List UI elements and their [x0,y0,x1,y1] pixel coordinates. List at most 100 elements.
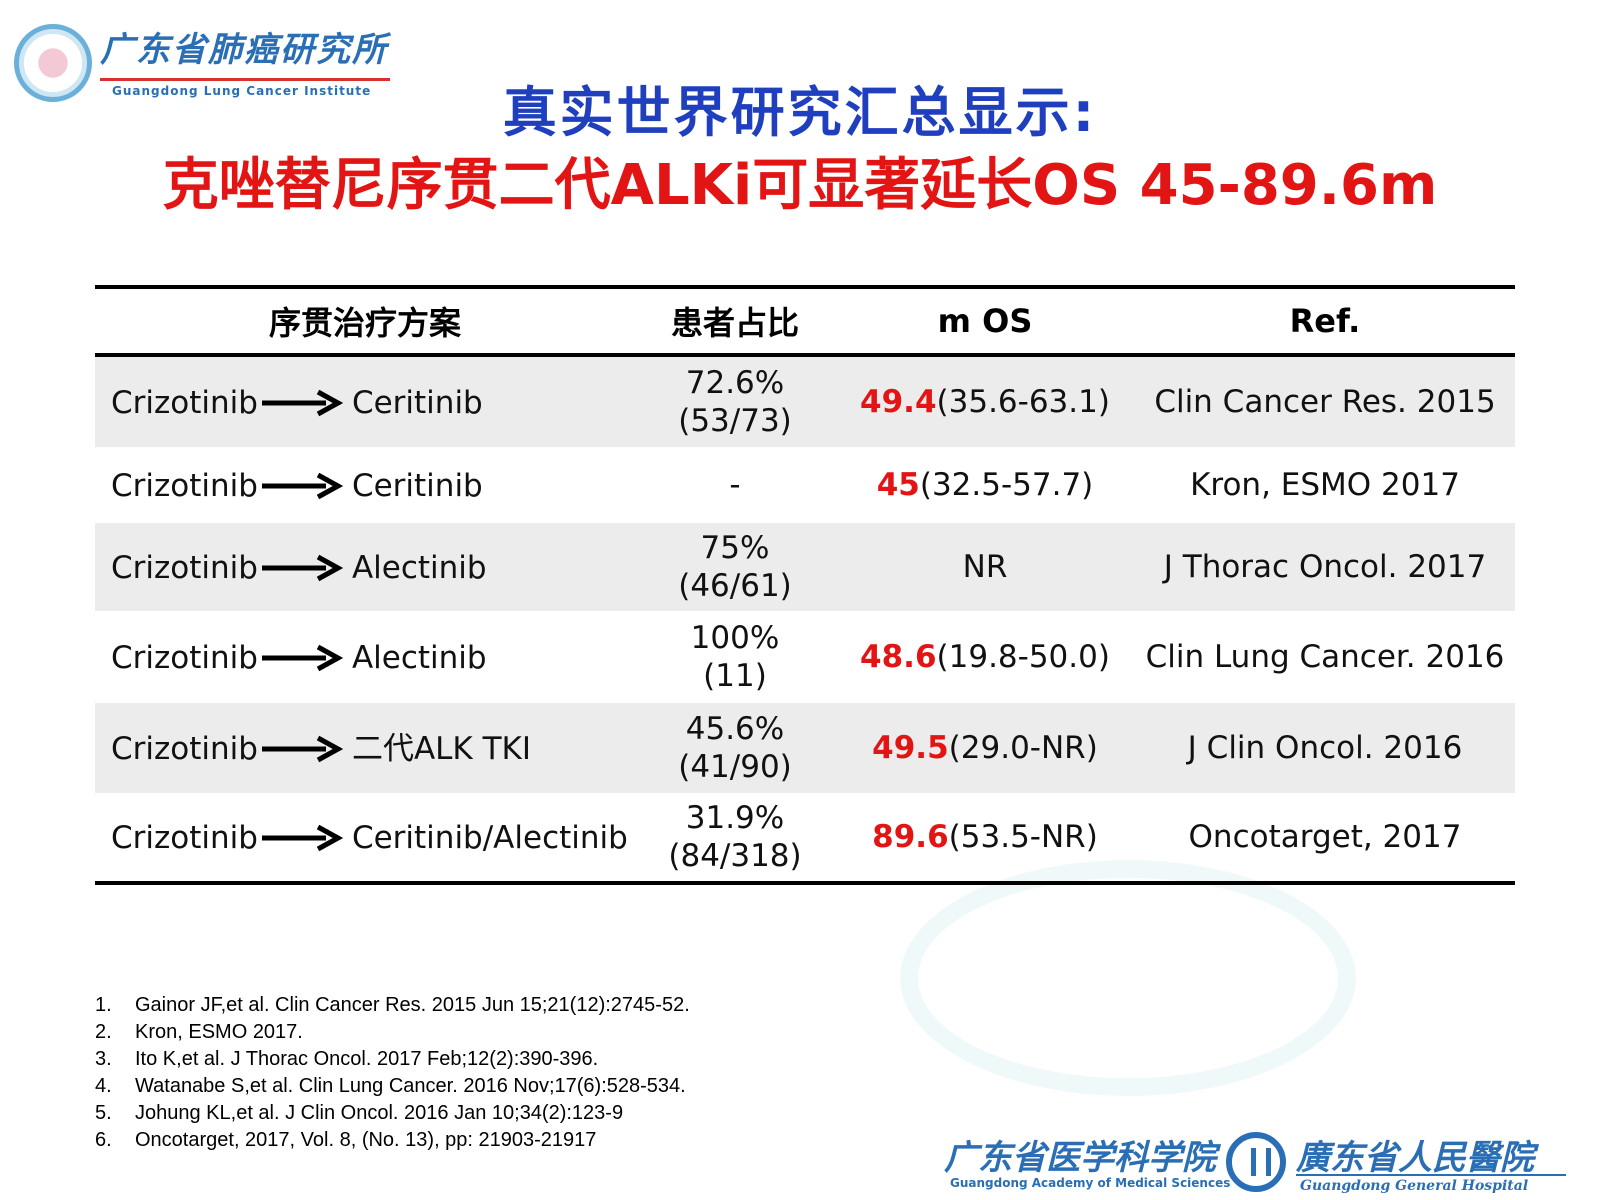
column-header-ratio: 患者占比 [635,285,835,357]
ratio-percent: 75% [700,530,770,566]
mos-cell: 89.6(53.5-NR) [835,793,1135,885]
column-header-regimen: 序贯治疗方案 [95,285,635,357]
ratio-count: (46/61) [678,568,792,604]
ratio-percent: 31.9% [685,800,785,836]
regimen-cell: Crizotinib Ceritinib [95,355,635,447]
second-line-drug: Alectinib [351,549,487,586]
table-row: Crizotinib Ceritinib 72.6% (53/73) 49.4(35… [95,355,1515,447]
regimen-cell: Crizotinib 二代ALK TKI [95,703,635,793]
arrow-right-icon [261,644,344,671]
ref-cell: Oncotarget, 2017 [1135,793,1515,885]
slide-title-line2: 克唑替尼序贯二代ALKi可显著延长OS 45-89.6m [162,153,1438,218]
mos-ci: (19.8-50.0) [936,639,1110,675]
table-header-row: 序贯治疗方案 患者占比 m OS Ref. [95,285,1515,357]
reference-text: Kron, ESMO 2017. [135,1021,303,1043]
reference-text: Johung KL,et al. J Clin Oncol. 2016 Jan … [135,1102,624,1124]
hospital-emblem-icon [1226,1132,1286,1192]
ref-cell: J Clin Oncol. 2016 [1187,730,1463,766]
ratio-cell: 45.6% (41/90) [635,703,835,793]
background-watermark [900,860,1356,1096]
arrow-right-icon [261,472,344,499]
ratio-percent: 45.6% [685,711,785,747]
reference-list: 1. Gainor JF,et al. Clin Cancer Res. 2015… [95,992,690,1154]
mos-ci: (29.0-NR) [948,730,1098,766]
reference-number: 6. [95,1129,112,1151]
mos-cell: 49.5(29.0-NR) [835,703,1135,793]
mos-cell: 45(32.5-57.7) [835,447,1135,523]
ref-cell: Clin Cancer Res. 2015 [1154,384,1496,420]
reference-text: Oncotarget, 2017, Vol. 8, (No. 13), pp: … [135,1129,597,1151]
institute-name-en: Guangdong Lung Cancer Institute [112,84,372,98]
first-line-drug: Crizotinib [111,467,258,504]
arrow-right-icon [261,735,344,762]
column-header-mos: m OS [835,285,1135,357]
reference-item: 4. Watanabe S,et al. Clin Lung Cancer. 20… [95,1073,690,1100]
ratio-percent: - [729,467,741,503]
ratio-cell: 100% (11) [635,611,835,703]
reference-item: 1. Gainor JF,et al. Clin Cancer Res. 2015… [95,992,690,1019]
mos-ci: (53.5-NR) [948,819,1098,855]
reference-item: 5. Johung KL,et al. J Clin Oncol. 2016 Ja… [95,1100,690,1127]
mos-value: 49.4 [860,384,937,420]
second-line-drug: 二代ALK TKI [351,730,532,767]
table-row: Crizotinib Ceritinib - 45(32.5-57.7) Kron… [95,447,1515,523]
mos-cell: 49.4(35.6-63.1) [835,355,1135,447]
table-row: Crizotinib 二代ALK TKI 45.6% (41/90) 49.5(29… [95,703,1515,793]
mos-value: 49.5 [872,730,949,766]
ratio-count: (41/90) [678,749,792,785]
second-line-drug: Ceritinib [351,384,483,421]
first-line-drug: Crizotinib [111,384,258,421]
hospital-name-cn: 廣东省人民醫院 [1296,1138,1534,1178]
ratio-percent: 72.6% [685,365,785,401]
ratio-count: (84/318) [668,838,802,874]
second-line-drug: Ceritinib/Alectinib [351,819,628,856]
mos-cell: NR [835,523,1135,611]
reference-item: 2. Kron, ESMO 2017. [95,1019,690,1046]
column-header-ref: Ref. [1135,285,1515,357]
mos-ci: (35.6-63.1) [936,384,1110,420]
results-table: 序贯治疗方案 患者占比 m OS Ref. Crizotinib Ceritini… [95,285,1515,885]
reference-number: 1. [95,994,112,1016]
mos-cell: 48.6(19.8-50.0) [835,611,1135,703]
mos-value: 48.6 [860,639,937,675]
institute-name-cn: 广东省肺癌研究所 [100,30,388,70]
ref-cell: J Thorac Oncol. 2017 [1163,549,1487,585]
ratio-cell: 75% (46/61) [635,523,835,611]
ref-cell: Kron, ESMO 2017 [1190,467,1460,503]
reference-text: Gainor JF,et al. Clin Cancer Res. 2015 J… [135,994,690,1016]
second-line-drug: Alectinib [351,639,487,676]
reference-number: 3. [95,1048,112,1070]
second-line-drug: Ceritinib [351,467,483,504]
table-row: Crizotinib Alectinib 100% (11) 48.6(19.8-5… [95,611,1515,703]
first-line-drug: Crizotinib [111,730,258,767]
first-line-drug: Crizotinib [111,639,258,676]
mos-value: 89.6 [872,819,949,855]
hospital-logo-divider [1296,1174,1566,1176]
mos-value: 45 [876,467,920,503]
slide-title-line1: 真实世界研究汇总显示: [502,81,1098,144]
institute-emblem-icon [14,24,92,102]
regimen-cell: Crizotinib Ceritinib/Alectinib [95,793,635,885]
ratio-cell: 31.9% (84/318) [635,793,835,885]
first-line-drug: Crizotinib [111,819,258,856]
hospital-name-en: Guangdong General Hospital [1300,1178,1529,1194]
reference-item: 3. Ito K,et al. J Thorac Oncol. 2017 Feb;… [95,1046,690,1073]
reference-item: 6. Oncotarget, 2017, Vol. 8, (No. 13), pp… [95,1127,690,1154]
academy-name-cn: 广东省医学科学院 [944,1138,1216,1178]
academy-name-en: Guangdong Academy of Medical Sciences [950,1176,1231,1190]
first-line-drug: Crizotinib [111,549,258,586]
reference-number: 5. [95,1102,112,1124]
regimen-cell: Crizotinib Alectinib [95,523,635,611]
regimen-cell: Crizotinib Alectinib [95,611,635,703]
ratio-count: (53/73) [678,403,792,439]
arrow-right-icon [261,824,344,851]
ratio-cell: - [635,447,835,523]
mos-ci: (32.5-57.7) [919,467,1094,503]
footer-logos: 广东省医学科学院 Guangdong Academy of Medical Sc… [944,1130,1574,1200]
table-row: Crizotinib Alectinib 75% (46/61) NR J Thor… [95,523,1515,611]
arrow-right-icon [261,389,344,416]
ref-cell: Clin Lung Cancer. 2016 [1145,639,1505,675]
arrow-right-icon [261,554,344,581]
institute-logo: 广东省肺癌研究所 Guangdong Lung Cancer Institute [14,16,414,106]
mos-ci: NR [962,549,1008,585]
